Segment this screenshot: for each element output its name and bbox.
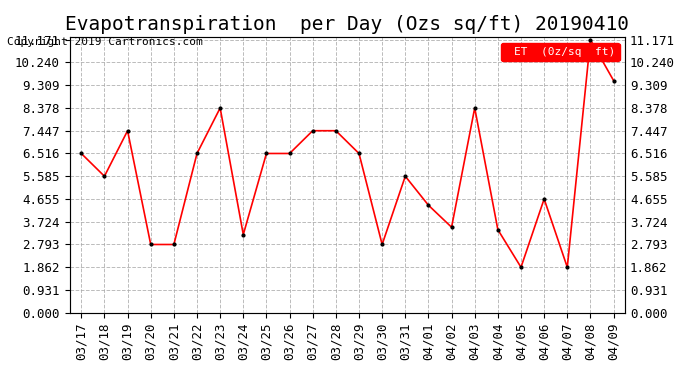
Legend: ET  (0z/sq  ft): ET (0z/sq ft) [500,42,620,62]
Text: Copyright 2019 Cartronics.com: Copyright 2019 Cartronics.com [7,37,203,47]
Title: Evapotranspiration  per Day (Ozs sq/ft) 20190410: Evapotranspiration per Day (Ozs sq/ft) 2… [66,15,629,34]
